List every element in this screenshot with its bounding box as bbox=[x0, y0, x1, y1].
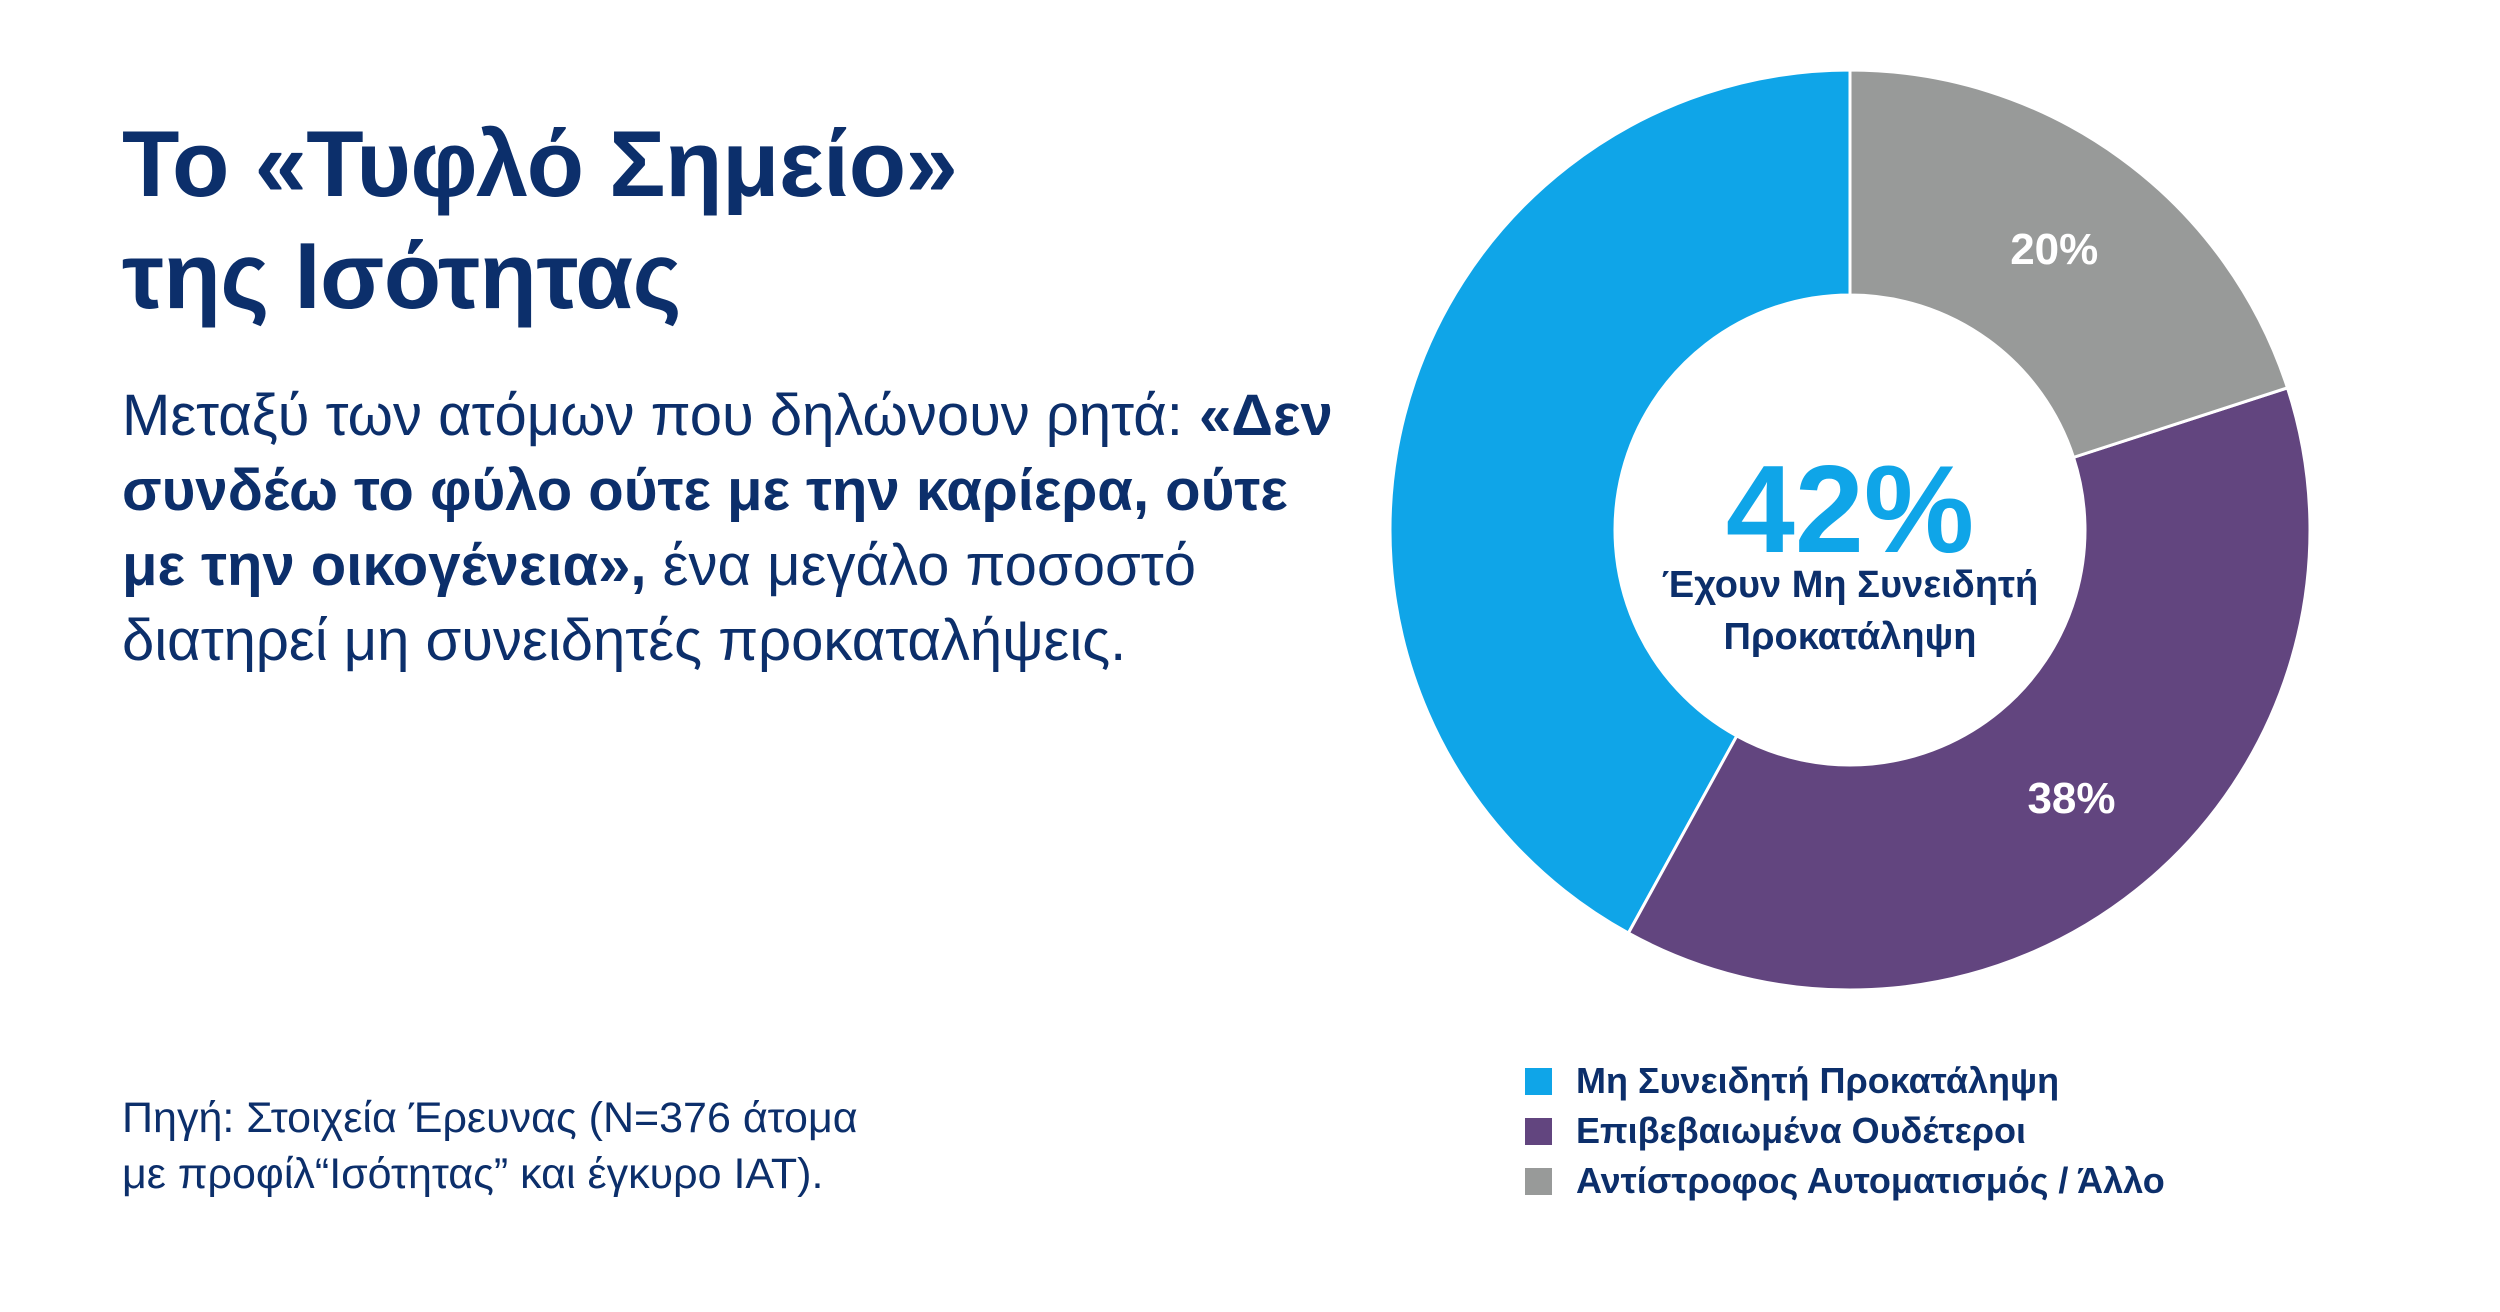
source-note: Πηγή: Στοιχεία Έρευνας (Ν=376 άτομα με π… bbox=[122, 1090, 1122, 1202]
legend-label: Μη Συνειδητή Προκατάληψη bbox=[1576, 1060, 2060, 1101]
donut-chart: 38% 20% 42% Έχουν Μη Συνειδητή Προκατάληψ… bbox=[1388, 68, 2312, 992]
chart-legend: Μη Συνειδητή Προκατάληψη Επιβεβαιωμένα Ου… bbox=[1525, 1056, 2165, 1206]
legend-label: Αντίστροφος Αυτοματισμός / Άλλο bbox=[1576, 1160, 2165, 1201]
slice-reverse-automatism bbox=[1848, 68, 2290, 460]
title-line-1: Το «Τυφλό Σημείο» bbox=[122, 111, 958, 216]
legend-swatch bbox=[1525, 1117, 1552, 1145]
title-line-2: της Ισότητας bbox=[122, 223, 681, 328]
slice-label-reverse-automatism: 20% bbox=[2010, 225, 2098, 274]
source-line-2: με προφίλ“Ισότητας” και έγκυρο ΙΑΤ). bbox=[122, 1150, 824, 1198]
center-text-line-1: Έχουν Μη Συνειδητή bbox=[1662, 564, 2038, 606]
slice-unconscious-bias bbox=[1388, 68, 1852, 936]
description-quote: «Δεν συνδέω το φύλο ούτε με την καρίερα,… bbox=[122, 383, 1333, 598]
slice-label-confirmed-neutral: 38% bbox=[2027, 774, 2115, 823]
page-title: Το «Τυφλό Σημείο» της Ισότητας bbox=[122, 108, 958, 332]
center-text-line-2: Προκατάληψη bbox=[1724, 616, 1977, 658]
description-part-2: ένα μεγάλο ποσοστό διατηρεί μη συνειδητέ… bbox=[122, 533, 1196, 673]
source-line-1: Πηγή: Στοιχεία Έρευνας (Ν=376 άτομα bbox=[122, 1094, 858, 1142]
description-part-1: Μεταξύ των ατόμων που δηλώνουν ρητά: bbox=[122, 383, 1200, 448]
legend-swatch bbox=[1525, 1067, 1552, 1095]
description: Μεταξύ των ατόμων που δηλώνουν ρητά: «Δε… bbox=[122, 378, 1362, 678]
slice-confirmed-neutral bbox=[1626, 385, 2312, 992]
center-value: 42% bbox=[1726, 441, 1974, 579]
legend-item-confirmed-neutral: Επιβεβαιωμένα Ουδέτεροι bbox=[1525, 1106, 2165, 1156]
legend-item-unconscious-bias: Μη Συνειδητή Προκατάληψη bbox=[1525, 1056, 2165, 1106]
legend-swatch bbox=[1525, 1167, 1552, 1195]
legend-item-reverse-automatism: Αντίστροφος Αυτοματισμός / Άλλο bbox=[1525, 1156, 2165, 1206]
legend-label: Επιβεβαιωμένα Ουδέτεροι bbox=[1576, 1110, 2027, 1151]
